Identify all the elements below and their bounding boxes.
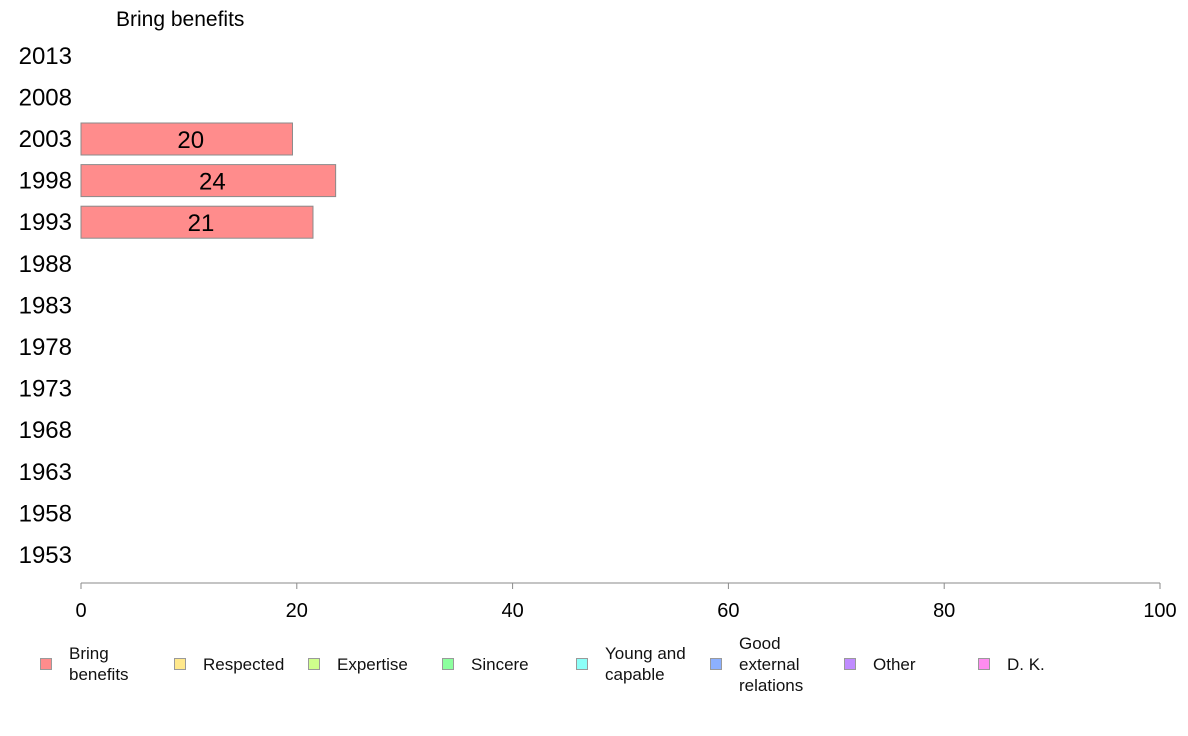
y-tick-label: 1973 xyxy=(19,376,72,403)
legend-label: Respected xyxy=(203,654,285,674)
legend-swatch xyxy=(978,658,990,670)
legend: Bring benefits Respected Expertise Sincere Y… xyxy=(40,632,1160,702)
legend-swatch xyxy=(174,658,186,670)
x-tick-label: 0 xyxy=(75,600,86,622)
legend-swatch xyxy=(844,658,856,670)
legend-swatch xyxy=(308,658,320,670)
y-tick-label: 1958 xyxy=(19,500,72,527)
x-tick-label: 80 xyxy=(933,600,955,622)
x-tick-label: 20 xyxy=(286,600,308,622)
legend-label: D. K. xyxy=(1007,654,1045,674)
bar xyxy=(80,122,293,156)
y-tick-label: 1998 xyxy=(19,168,72,195)
legend-item: Sincere xyxy=(442,632,529,696)
legend-swatch xyxy=(576,658,588,670)
x-axis: 0 20 40 60 80 100 xyxy=(75,582,1177,622)
data-label: 20 xyxy=(177,127,204,154)
x-tick-label: 40 xyxy=(501,600,523,622)
legend-item: Other xyxy=(844,632,916,696)
y-tick-label: 2008 xyxy=(19,84,72,111)
y-tick-label: 1988 xyxy=(19,251,72,278)
legend-item: Expertise xyxy=(308,632,408,696)
data-label: 24 xyxy=(199,169,226,196)
legend-label: Expertise xyxy=(337,654,408,674)
y-tick-label: 2003 xyxy=(19,126,72,153)
x-tick-label: 60 xyxy=(717,600,739,622)
legend-item: Young and capable xyxy=(576,632,686,696)
bars: 20 24 21 xyxy=(80,122,337,239)
legend-label: Sincere xyxy=(471,654,529,674)
legend-label: Young and capable xyxy=(605,644,686,684)
x-tick-label: 100 xyxy=(1143,600,1176,622)
y-tick-label: 1968 xyxy=(19,417,72,444)
legend-label: Good external relations xyxy=(739,633,804,695)
y-tick-label: 1978 xyxy=(19,334,72,361)
legend-item: D. K. xyxy=(978,632,1045,696)
y-tick-label: 1983 xyxy=(19,292,72,319)
y-tick-label: 1993 xyxy=(19,209,72,236)
bar xyxy=(80,205,314,239)
y-tick-label: 1953 xyxy=(19,542,72,569)
y-axis-labels: 2013 2008 2003 1998 1993 1988 1983 1978 1973 1968… xyxy=(19,43,72,569)
y-tick-label: 1963 xyxy=(19,459,72,486)
legend-label: Bring benefits xyxy=(69,644,129,684)
legend-label: Other xyxy=(873,654,916,674)
legend-swatch xyxy=(40,658,52,670)
bar-chart: Bring benefits 2013 2008 2003 1998 1993 1988 1… xyxy=(19,8,1177,622)
legend-swatch xyxy=(710,658,722,670)
data-label: 21 xyxy=(188,210,215,237)
legend-swatch xyxy=(442,658,454,670)
chart-title: Bring benefits xyxy=(116,8,244,31)
legend-item: Bring benefits xyxy=(40,632,129,696)
bar xyxy=(80,164,337,198)
legend-item: Respected xyxy=(174,632,284,696)
legend-item: Good external relations xyxy=(710,632,803,696)
y-tick-label: 2013 xyxy=(19,43,72,70)
